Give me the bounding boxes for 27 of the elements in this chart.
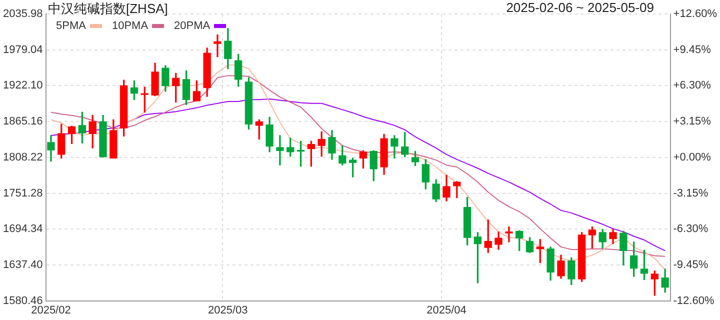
y-tick-label: 1808.22 (2, 151, 43, 164)
x-tick-label: 2025/04 (426, 304, 466, 316)
chart-title: 中汉纯碱指数[ZHSA] (48, 0, 168, 18)
y-tick-label: 1865.16 (2, 116, 43, 128)
legend-label: 10PMA (112, 20, 148, 32)
y2-tick-label: +12.60% (673, 8, 718, 20)
y2-tick-label: -9.45% (673, 258, 708, 271)
candlestick (140, 86, 148, 113)
chart-subtitle: 2025-02-06 ~ 2025-05-09 (506, 0, 654, 15)
y2-tick-label: -12.60% (673, 294, 714, 307)
y2-tick-label: +6.30% (673, 80, 712, 92)
y-tick-label: 1637.40 (2, 258, 43, 271)
y-tick-label: 1751.28 (2, 187, 43, 200)
y2-tick-label: -3.15% (673, 187, 708, 200)
x-tick-label: 2025/03 (208, 304, 248, 316)
y2-tick-label: +0.00% (673, 151, 712, 164)
y2-tick-label: +3.15% (673, 116, 712, 128)
legend-label: 5PMA (56, 20, 86, 32)
y2-tick-label: -6.30% (673, 223, 708, 236)
y-tick-label: 1694.34 (2, 223, 43, 236)
x-tick-label: 2025/02 (31, 304, 71, 316)
y-tick-label: 1979.04 (2, 44, 43, 56)
y-tick-label: 1580.46 (2, 294, 43, 307)
y-tick-label: 1922.10 (2, 80, 43, 92)
legend-label: 20PMA (174, 20, 210, 32)
y2-tick-label: +9.45% (673, 44, 712, 56)
y-tick-label: 2035.98 (2, 8, 43, 20)
